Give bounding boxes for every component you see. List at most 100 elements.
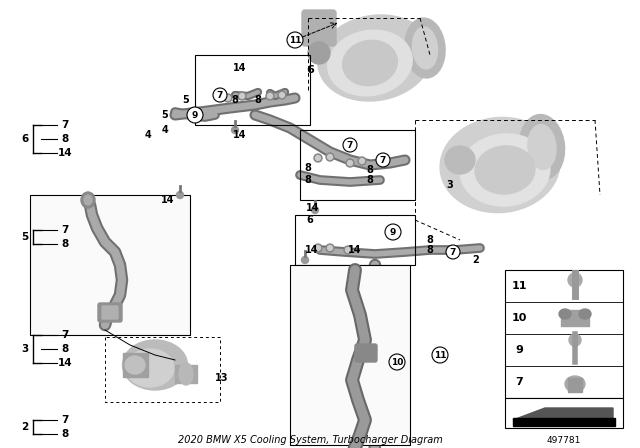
FancyBboxPatch shape <box>355 344 377 362</box>
Circle shape <box>224 94 232 102</box>
Text: 7: 7 <box>61 330 68 340</box>
Ellipse shape <box>328 30 412 96</box>
Text: 14: 14 <box>233 130 247 140</box>
Ellipse shape <box>475 146 535 194</box>
Ellipse shape <box>318 15 432 101</box>
Text: 5: 5 <box>182 95 189 105</box>
Text: 10: 10 <box>511 313 527 323</box>
Text: 14: 14 <box>233 63 247 73</box>
Text: 14: 14 <box>305 245 319 255</box>
Bar <box>290 265 410 445</box>
Circle shape <box>389 354 405 370</box>
Text: 11: 11 <box>511 281 527 291</box>
Text: 11: 11 <box>434 350 446 359</box>
Ellipse shape <box>559 309 571 319</box>
Circle shape <box>314 154 322 162</box>
Circle shape <box>432 347 448 363</box>
Bar <box>513 418 615 426</box>
Text: 7: 7 <box>515 377 523 387</box>
Circle shape <box>177 191 184 198</box>
Circle shape <box>280 93 284 97</box>
Ellipse shape <box>179 363 193 385</box>
Text: 3: 3 <box>447 180 453 190</box>
Bar <box>505 270 623 398</box>
Text: 7: 7 <box>347 141 353 150</box>
Ellipse shape <box>84 195 92 205</box>
Text: 13: 13 <box>215 373 228 383</box>
Text: 8: 8 <box>305 163 312 173</box>
Circle shape <box>278 91 286 99</box>
Ellipse shape <box>126 349 174 387</box>
Circle shape <box>328 246 332 250</box>
Circle shape <box>568 273 582 287</box>
Circle shape <box>376 153 390 167</box>
Text: 5: 5 <box>162 110 168 120</box>
Circle shape <box>328 155 332 159</box>
Text: 6: 6 <box>307 215 314 225</box>
Bar <box>561 310 589 326</box>
FancyBboxPatch shape <box>102 306 118 319</box>
Text: 9: 9 <box>390 228 396 237</box>
Circle shape <box>316 246 321 250</box>
Ellipse shape <box>440 117 560 213</box>
Ellipse shape <box>520 115 564 180</box>
Ellipse shape <box>308 42 330 64</box>
Ellipse shape <box>579 309 591 319</box>
Circle shape <box>569 334 581 346</box>
Text: 9: 9 <box>515 345 523 355</box>
Bar <box>300 130 415 200</box>
Text: 8: 8 <box>255 95 261 105</box>
Circle shape <box>344 246 352 254</box>
Text: 7: 7 <box>61 120 68 130</box>
Text: 14: 14 <box>58 358 72 368</box>
Circle shape <box>232 126 239 134</box>
Circle shape <box>213 88 227 102</box>
Text: 8: 8 <box>61 134 68 144</box>
Circle shape <box>326 244 334 252</box>
Text: 2: 2 <box>21 422 29 432</box>
Circle shape <box>360 159 364 164</box>
Text: 10: 10 <box>391 358 403 366</box>
Circle shape <box>239 94 244 99</box>
Circle shape <box>238 92 246 100</box>
Text: 14: 14 <box>348 245 362 255</box>
Text: 8: 8 <box>61 344 68 354</box>
Bar <box>505 398 623 428</box>
Text: 7: 7 <box>380 155 386 164</box>
Ellipse shape <box>125 356 145 374</box>
Text: 7: 7 <box>61 415 68 425</box>
Circle shape <box>446 245 460 259</box>
Text: 2020 BMW X5 Cooling System, Turbocharger Diagram: 2020 BMW X5 Cooling System, Turbocharger… <box>178 435 442 445</box>
Circle shape <box>385 224 401 240</box>
Text: 7: 7 <box>61 225 68 235</box>
Polygon shape <box>513 408 613 420</box>
Text: 7: 7 <box>217 90 223 99</box>
FancyBboxPatch shape <box>98 303 122 322</box>
Text: 8: 8 <box>427 235 433 245</box>
Bar <box>568 378 582 392</box>
Text: 8: 8 <box>305 175 312 185</box>
Bar <box>295 215 415 265</box>
Circle shape <box>266 92 274 100</box>
Text: 7: 7 <box>450 247 456 257</box>
Circle shape <box>312 207 319 214</box>
Circle shape <box>348 160 353 165</box>
Ellipse shape <box>405 18 445 78</box>
Text: 8: 8 <box>427 245 433 255</box>
Bar <box>195 55 310 125</box>
Ellipse shape <box>445 146 475 174</box>
Circle shape <box>314 244 322 252</box>
Ellipse shape <box>412 27 438 69</box>
Circle shape <box>358 157 366 165</box>
Circle shape <box>346 159 354 167</box>
Text: 14: 14 <box>58 148 72 158</box>
Circle shape <box>316 155 321 160</box>
FancyBboxPatch shape <box>302 10 336 46</box>
Text: 11: 11 <box>289 35 301 44</box>
Text: 4: 4 <box>162 125 168 135</box>
Ellipse shape <box>81 192 95 208</box>
Circle shape <box>226 95 230 100</box>
Text: 5: 5 <box>21 232 29 242</box>
Bar <box>175 365 197 383</box>
Text: 8: 8 <box>61 429 68 439</box>
